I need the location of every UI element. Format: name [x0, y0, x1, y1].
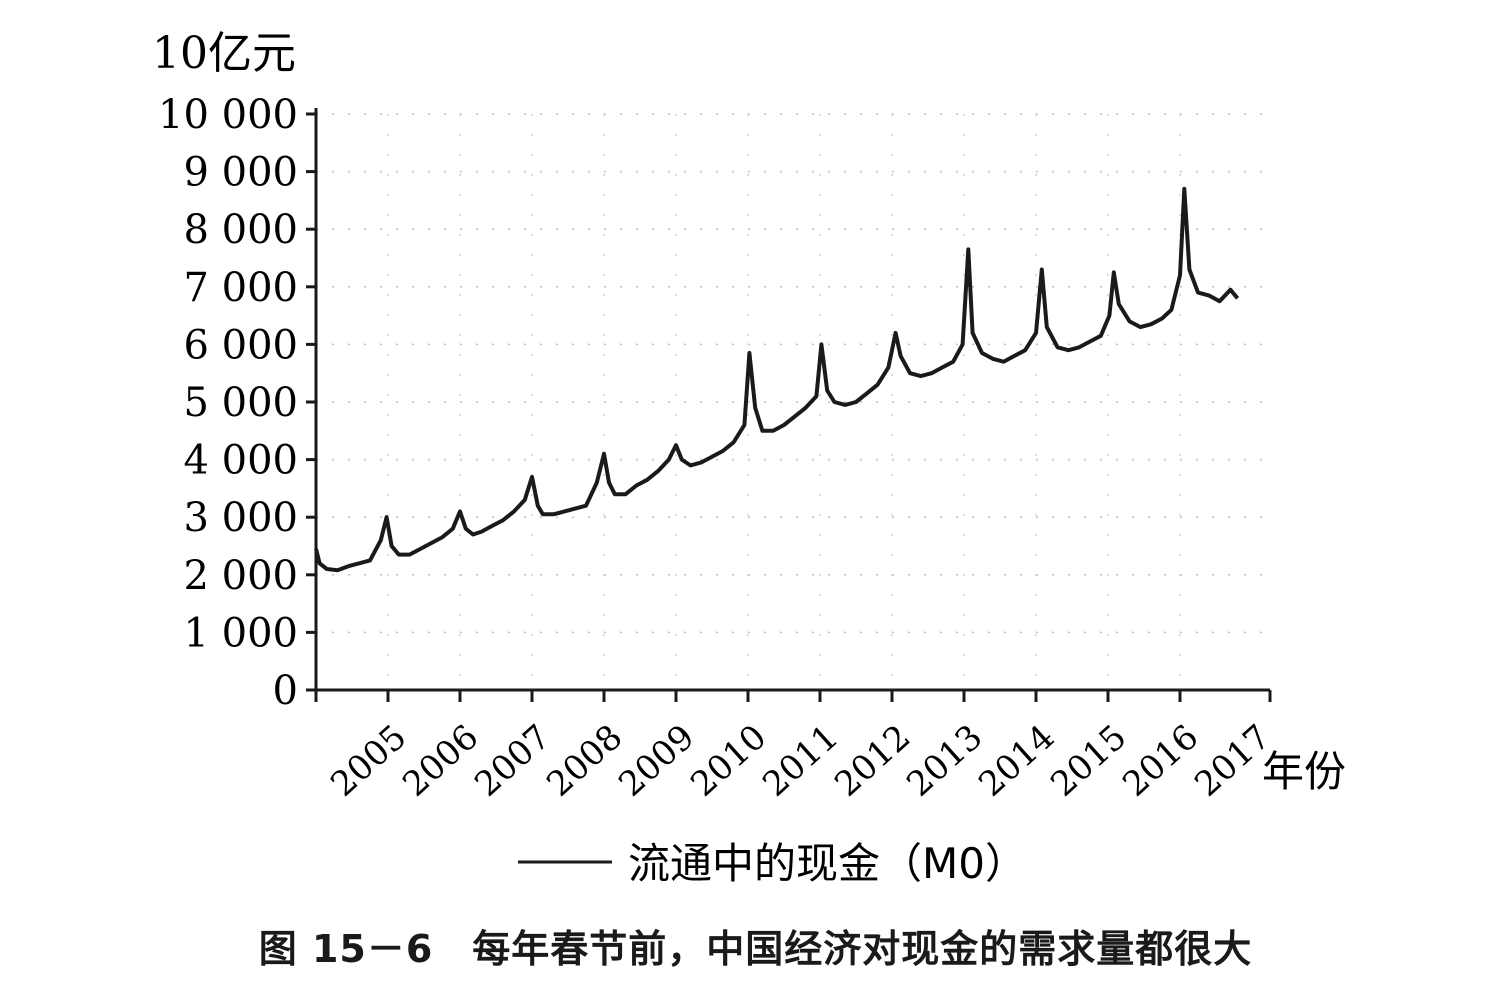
x-tick-label: 2005 — [323, 717, 414, 805]
y-tick-label: 2 000 — [183, 553, 298, 599]
x-ticks: 2005200620072008200920102011201220132014… — [314, 690, 1278, 805]
y-tick-label: 4 000 — [183, 438, 298, 484]
x-tick-label: 2015 — [1043, 717, 1134, 805]
x-axis-unit-label: 年份 — [1262, 747, 1346, 796]
x-tick-label: 2006 — [395, 717, 486, 805]
y-tick-label: 3 000 — [183, 495, 298, 541]
y-tick-label: 7 000 — [183, 265, 298, 311]
x-tick-label: 2011 — [755, 717, 846, 805]
x-tick-label: 2009 — [611, 717, 702, 805]
legend-label: 流通中的现金（M0） — [628, 839, 1027, 888]
x-tick-label: 2012 — [827, 717, 918, 805]
x-tick-label: 2014 — [971, 717, 1062, 805]
x-tick-label: 2013 — [899, 717, 990, 805]
y-tick-label: 0 — [273, 668, 298, 714]
x-tick-label: 2016 — [1115, 717, 1206, 805]
y-ticks: 0 1 000 2 000 3 000 4 000 5 000 6 000 7 000 8 00… — [158, 92, 316, 714]
y-tick-label: 1 000 — [183, 610, 298, 656]
x-tick-label: 2007 — [467, 717, 558, 805]
y-tick-label: 5 000 — [183, 380, 298, 426]
y-tick-label: 9 000 — [183, 150, 298, 196]
figure-caption: 图 15－6 每年春节前，中国经济对现金的需求量都很大 — [258, 927, 1253, 971]
x-tick-label: 2008 — [539, 717, 630, 805]
y-tick-label: 6 000 — [183, 322, 298, 368]
y-tick-label: 10 000 — [158, 92, 298, 138]
m0-series-line — [314, 186, 1240, 573]
y-axis-unit-label: 10亿元 — [152, 28, 296, 79]
grid — [315, 113, 1270, 690]
x-tick-label: 2010 — [683, 717, 774, 805]
y-tick-label: 8 000 — [183, 207, 298, 253]
